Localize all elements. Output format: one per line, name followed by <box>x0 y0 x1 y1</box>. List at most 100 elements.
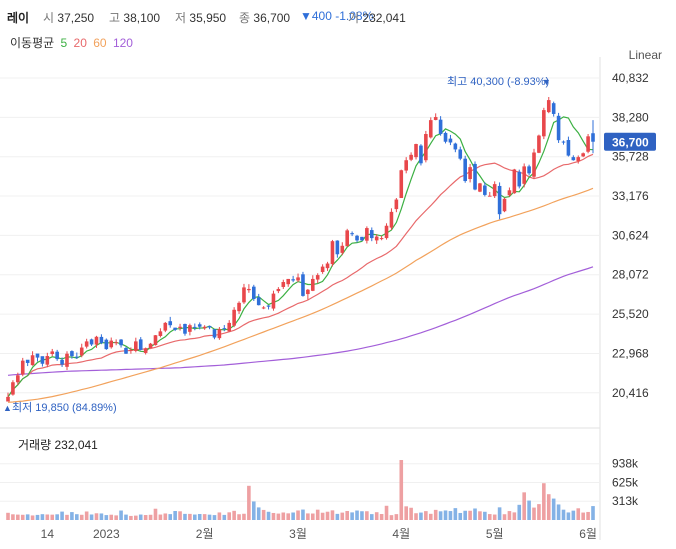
time-tick-label: 6월 <box>579 527 597 541</box>
candle-body <box>266 305 271 307</box>
candle-body <box>414 144 418 158</box>
volume-bar <box>109 514 114 520</box>
volume-bar <box>266 511 271 520</box>
candle <box>60 357 64 367</box>
volume-bar <box>532 507 536 520</box>
ma20-legend: 20 <box>73 36 87 50</box>
low-annotation: 최저 19,850 (84.89%) <box>12 401 117 414</box>
candle-body <box>6 396 10 402</box>
time-tick-label: 3월 <box>289 527 307 541</box>
candle-body <box>35 353 40 358</box>
candle-body <box>65 353 69 367</box>
candle <box>443 131 448 144</box>
volume-bar <box>448 511 453 520</box>
candle-body <box>581 153 585 157</box>
volume-bar <box>542 483 546 520</box>
volume-bar <box>178 511 182 520</box>
current-price-label: 36,700 <box>612 136 649 150</box>
candle <box>507 187 512 197</box>
candle-body <box>512 169 517 194</box>
volume-bars <box>6 460 595 520</box>
candle-body <box>30 355 35 366</box>
candle-body <box>119 339 123 346</box>
candle-body <box>188 325 192 332</box>
volume-bar <box>94 513 99 520</box>
volume-bar <box>512 512 517 520</box>
candle-body <box>433 117 438 120</box>
candle <box>84 338 89 349</box>
candle-body <box>212 329 217 338</box>
candle-body <box>138 339 143 350</box>
candle <box>350 231 354 237</box>
candle-body <box>345 230 350 247</box>
candle <box>384 223 389 240</box>
candle <box>374 234 379 244</box>
volume-panel-title: 거래량 232,041 <box>18 438 98 452</box>
candle-body <box>193 326 197 328</box>
candle <box>448 134 453 146</box>
candle-body <box>232 309 236 326</box>
low-marker: ▲ <box>3 403 12 413</box>
candle-body <box>109 340 114 348</box>
volume-bar <box>340 512 345 520</box>
ma20-line <box>7 153 594 398</box>
price-tick-label: 25,520 <box>612 307 649 321</box>
candle-body <box>419 145 423 164</box>
candle-body <box>261 307 266 309</box>
candle <box>193 323 197 331</box>
candle <box>453 142 458 153</box>
volume-bar <box>409 507 413 520</box>
candle <box>433 113 438 121</box>
candle-body <box>158 331 163 336</box>
candle <box>94 335 99 348</box>
ma120-line <box>7 266 594 376</box>
candle <box>11 380 15 396</box>
candle-body <box>148 343 153 349</box>
volume-bar <box>70 512 74 520</box>
candle <box>134 337 138 353</box>
candle-body <box>94 336 99 345</box>
candle-body <box>11 382 15 395</box>
candle <box>394 197 399 213</box>
candle <box>6 392 10 402</box>
candle-body <box>468 167 472 180</box>
candle <box>561 140 566 145</box>
candle <box>99 334 104 345</box>
candle-body <box>197 324 202 327</box>
candle <box>232 307 236 328</box>
volume-bar <box>75 514 79 520</box>
volume-bar <box>345 511 350 520</box>
candle-body <box>296 277 300 281</box>
ma-legend-label: 이동평균 <box>10 36 55 50</box>
candle <box>473 161 477 191</box>
moving-average-legend: 이동평균 5 20 60 120 <box>10 34 136 51</box>
volume-bar <box>483 511 487 520</box>
candle <box>581 152 585 158</box>
candle <box>114 339 118 346</box>
candle <box>497 182 502 220</box>
candle-body <box>483 185 487 195</box>
candle <box>16 372 20 385</box>
candle-body <box>16 375 20 383</box>
candle <box>556 112 561 143</box>
candle <box>522 163 526 188</box>
candle-body <box>487 195 492 197</box>
volume-bar <box>261 509 266 520</box>
volume-bar <box>443 510 448 520</box>
volume-bar <box>153 508 158 520</box>
candle-body <box>556 115 561 141</box>
volume-bar <box>291 512 295 520</box>
candle-body <box>124 348 128 354</box>
candle-body <box>409 154 413 160</box>
candle-body <box>527 166 531 174</box>
candle <box>266 305 271 310</box>
price-header: 레이 시 37,250 고 38,100 저 35,950 종 36,700 ▼… <box>0 0 676 32</box>
volume-bar <box>134 515 138 520</box>
scale-toggle[interactable]: Linear <box>628 48 662 62</box>
candle <box>129 347 133 354</box>
ma120-legend: 120 <box>112 36 133 50</box>
candle <box>70 350 74 359</box>
candle <box>315 273 320 284</box>
candle-body <box>84 341 89 347</box>
